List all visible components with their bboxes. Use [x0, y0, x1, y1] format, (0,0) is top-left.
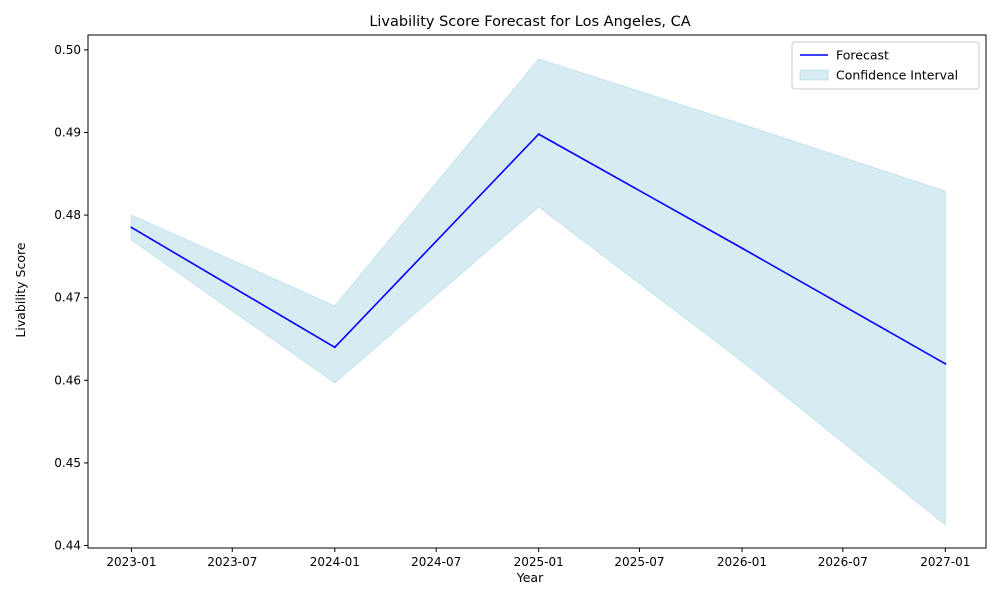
forecast-point	[333, 346, 336, 349]
y-tick-label: 0.50	[54, 43, 81, 57]
y-tick-label: 0.45	[54, 456, 81, 470]
legend: Forecast Confidence Interval	[791, 41, 980, 90]
chart-title: Livability Score Forecast for Los Angele…	[369, 14, 690, 30]
x-tick-label: 2023-01	[106, 555, 156, 569]
y-tick-label: 0.49	[54, 125, 81, 139]
forecast-point	[944, 362, 947, 365]
y-axis-title: Livability Score	[13, 242, 28, 337]
x-tick-label: 2025-01	[514, 555, 564, 569]
y-tick-label: 0.48	[54, 208, 81, 222]
x-tick-label: 2025-07	[614, 555, 664, 569]
y-tick-label: 0.47	[54, 291, 81, 305]
forecast-point	[741, 247, 743, 250]
forecast-line-layer	[130, 133, 947, 365]
x-tick-label: 2026-01	[717, 555, 767, 569]
y-tick-label: 0.44	[54, 539, 81, 553]
x-tick-label: 2027-01	[920, 555, 970, 569]
x-axis-title: Year	[516, 570, 544, 585]
confidence-interval-band	[130, 58, 946, 526]
legend-label: Forecast	[836, 48, 889, 63]
legend-box	[791, 41, 980, 90]
legend-label: Confidence Interval	[836, 68, 958, 83]
x-tick-label: 2024-01	[310, 555, 360, 569]
forecast-point	[537, 133, 540, 136]
x-tick-label: 2023-07	[207, 555, 257, 569]
x-axis-ticks: 2023-01 2023-07 2024-01 2024-07 2025-01 2025-…	[106, 548, 970, 569]
x-tick-label: 2024-07	[411, 555, 461, 569]
plot-frame	[87, 34, 987, 549]
legend-swatch-confidence-interval	[799, 69, 829, 81]
axes	[87, 34, 987, 549]
forecast-point	[130, 226, 133, 229]
y-axis-ticks: 0.44 0.45 0.46 0.47 0.48 0.49 0.50	[54, 43, 88, 553]
x-tick-label: 2026-07	[818, 555, 868, 569]
confidence-band-layer	[130, 58, 946, 526]
y-tick-label: 0.46	[54, 373, 81, 387]
